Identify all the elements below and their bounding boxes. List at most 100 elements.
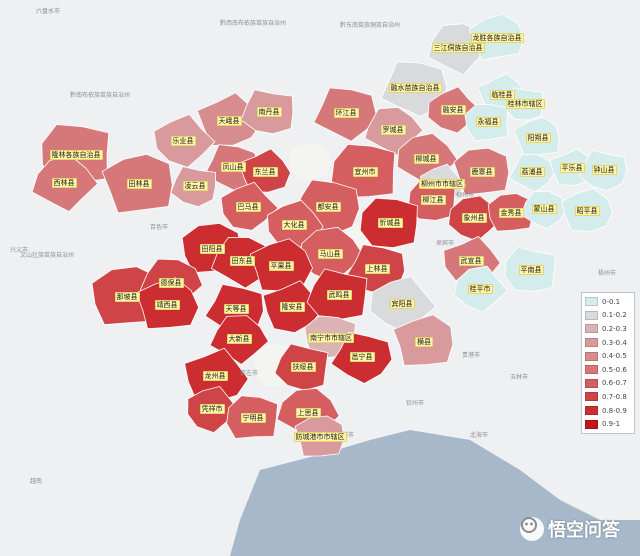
legend-swatch bbox=[585, 406, 598, 416]
basemap-label: 越南 bbox=[30, 478, 43, 485]
county-label: 南丹县 bbox=[256, 107, 282, 117]
county-label: 武宣县 bbox=[458, 256, 484, 266]
county-label: 天等县 bbox=[223, 304, 249, 314]
legend-label: 0.3-0.4 bbox=[602, 338, 627, 347]
county-label: 鹿寨县 bbox=[469, 167, 495, 177]
county-label: 西林县 bbox=[51, 178, 77, 188]
county-label: 马山县 bbox=[317, 249, 343, 259]
county-label: 阳朔县 bbox=[525, 133, 551, 143]
county-label: 融安县 bbox=[440, 105, 466, 115]
county-label: 昭平县 bbox=[574, 206, 600, 216]
county-label: 大新县 bbox=[226, 334, 252, 344]
basemap-label: 玉林市 bbox=[510, 374, 529, 381]
county-label: 桂平市 bbox=[467, 284, 493, 294]
county-label: 大化县 bbox=[281, 220, 307, 230]
county-label: 东兰县 bbox=[252, 167, 278, 177]
legend-label: 0.6-0.7 bbox=[602, 379, 627, 388]
county-label: 巴马县 bbox=[235, 202, 261, 212]
county-label: 上思县 bbox=[295, 408, 321, 418]
legend-item: 0.8-0.9 bbox=[585, 404, 631, 418]
basemap-label: 黔东南苗族侗族自治州 bbox=[340, 22, 401, 29]
legend-label: 0-0.1 bbox=[602, 297, 621, 306]
legend: 0-0.1 0.1-0.2 0.2-0.3 0.3-0.4 0.4-0.5 0.5-0.6… bbox=[581, 292, 635, 434]
county-label: 金秀县 bbox=[498, 208, 524, 218]
county-label: 龙州县 bbox=[202, 371, 228, 381]
basemap-label: 文山壮族苗族自治州 bbox=[20, 252, 75, 259]
county-label: 环江县 bbox=[333, 108, 359, 118]
county-label: 武鸣县 bbox=[326, 290, 352, 300]
county-label: 融水苗族自治县 bbox=[388, 83, 442, 93]
legend-item: 0-0.1 bbox=[585, 295, 631, 309]
basemap-label: 黔西南布依族苗族自治州 bbox=[220, 20, 287, 27]
legend-swatch bbox=[585, 297, 598, 307]
county-label: 临桂县 bbox=[489, 90, 515, 100]
county-label: 横县 bbox=[415, 337, 433, 347]
legend-swatch bbox=[585, 419, 598, 429]
legend-item: 0.6-0.7 bbox=[585, 377, 631, 391]
county-label: 田东县 bbox=[229, 256, 255, 266]
basemap-label: 六盘水市 bbox=[36, 8, 61, 15]
county-label: 上林县 bbox=[364, 264, 390, 274]
county-label: 平乐县 bbox=[559, 163, 585, 173]
basemap-label: 钦州市 bbox=[406, 400, 425, 407]
county-label: 龙胜各族自治县 bbox=[470, 33, 524, 43]
county-label: 柳江县 bbox=[420, 195, 446, 205]
legend-label: 0.2-0.3 bbox=[602, 324, 627, 333]
county-label: 防城港市市辖区 bbox=[293, 432, 347, 442]
basemap-label: 崇左市 bbox=[240, 370, 259, 377]
county-label: 都安县 bbox=[315, 202, 341, 212]
legend-label: 0.7-0.8 bbox=[602, 392, 627, 401]
county-label: 乐业县 bbox=[170, 136, 196, 146]
legend-swatch bbox=[585, 338, 598, 348]
unmapped-area bbox=[289, 143, 331, 181]
county-label: 天峨县 bbox=[216, 116, 242, 126]
legend-swatch bbox=[585, 324, 598, 334]
legend-swatch bbox=[585, 351, 598, 361]
county-label: 平果县 bbox=[268, 261, 294, 271]
legend-item: 0.4-0.5 bbox=[585, 349, 631, 363]
basemap-label: 北海市 bbox=[470, 432, 489, 439]
county-label: 罗城县 bbox=[380, 125, 406, 135]
legend-label: 0.4-0.5 bbox=[602, 352, 627, 361]
basemap-label: 贵港市 bbox=[462, 352, 481, 359]
county-label: 钟山县 bbox=[591, 165, 617, 175]
county-label: 蒙山县 bbox=[531, 204, 557, 214]
county-label: 邕宁县 bbox=[349, 352, 375, 362]
county-label: 宜州市 bbox=[352, 167, 378, 177]
basemap-label: 兴义市 bbox=[10, 247, 29, 254]
legend-label: 0.5-0.6 bbox=[602, 365, 627, 374]
legend-item: 0.1-0.2 bbox=[585, 309, 631, 323]
legend-swatch bbox=[585, 310, 598, 320]
county-label: 荔浦县 bbox=[519, 167, 545, 177]
legend-item: 0.5-0.6 bbox=[585, 363, 631, 377]
legend-item: 0.9-1 bbox=[585, 417, 631, 431]
county-label: 南宁市市辖区 bbox=[308, 333, 354, 343]
legend-swatch bbox=[585, 392, 598, 402]
legend-item: 0.7-0.8 bbox=[585, 390, 631, 404]
county-label: 田阳县 bbox=[199, 244, 225, 254]
county-label: 隆林各族自治县 bbox=[49, 150, 103, 160]
county-label: 平南县 bbox=[518, 265, 544, 275]
county-label: 忻城县 bbox=[377, 218, 403, 228]
county-label: 田林县 bbox=[126, 179, 152, 189]
legend-label: 0.1-0.2 bbox=[602, 311, 627, 320]
county-label: 靖西县 bbox=[154, 300, 180, 310]
county-label: 象州县 bbox=[461, 213, 487, 223]
county-label: 三江侗族自治县 bbox=[431, 43, 485, 53]
wukong-logo-icon bbox=[520, 517, 544, 541]
county-label: 柳州市市辖区 bbox=[419, 179, 465, 189]
legend-label: 0.9-1 bbox=[602, 420, 621, 429]
watermark: 悟空问答 bbox=[520, 516, 620, 542]
county-label: 那坡县 bbox=[114, 292, 140, 302]
basemap-label: 梧州市 bbox=[598, 270, 617, 277]
county-label: 宾阳县 bbox=[389, 299, 415, 309]
county-label: 凤山县 bbox=[220, 162, 246, 172]
watermark-text: 悟空问答 bbox=[548, 520, 620, 541]
county-label: 桂林市辖区 bbox=[505, 99, 545, 109]
county-label: 柳城县 bbox=[413, 154, 439, 164]
legend-item: 0.2-0.3 bbox=[585, 322, 631, 336]
county-label: 德保县 bbox=[158, 278, 184, 288]
legend-label: 0.8-0.9 bbox=[602, 406, 627, 415]
county-label: 凌云县 bbox=[182, 181, 208, 191]
